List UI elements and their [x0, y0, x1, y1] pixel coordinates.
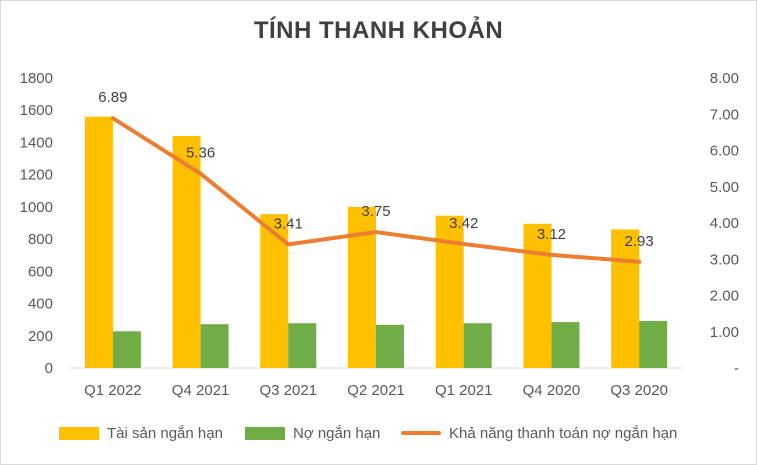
right-axis-tick-label: 3.00 — [710, 251, 739, 268]
line-data-label: 6.89 — [98, 89, 127, 106]
left-axis-tick-label: 0 — [45, 360, 53, 377]
category-label: Q3 2020 — [610, 382, 668, 399]
bar-no-ngan-han — [288, 323, 316, 368]
legend-label: Khả năng thanh toán nợ ngắn hạn — [449, 425, 677, 442]
bar-tai-san-ngan-han — [611, 229, 639, 368]
right-axis-tick-label: 7.00 — [710, 106, 739, 123]
category-label: Q3 2021 — [260, 382, 318, 399]
category-label: Q4 2021 — [172, 382, 230, 399]
bar-tai-san-ngan-han — [436, 216, 464, 368]
left-axis-tick-label: 600 — [28, 263, 53, 280]
right-axis-tick-label: 2.00 — [710, 288, 739, 305]
bar-tai-san-ngan-han — [85, 117, 113, 368]
right-axis-tick-label: 6.00 — [710, 143, 739, 160]
line-data-label: 3.75 — [361, 203, 390, 220]
line-data-label: 3.41 — [274, 215, 303, 232]
bar-no-ngan-han — [464, 323, 492, 368]
left-axis-tick-label: 1600 — [20, 102, 53, 119]
bar-no-ngan-han — [551, 322, 579, 368]
right-axis-tick-label: 1.00 — [710, 324, 739, 341]
bar-tai-san-ngan-han — [523, 224, 551, 368]
legend-item: Nợ ngắn hạn — [245, 421, 380, 445]
legend-label: Tài sản ngắn hạn — [107, 425, 223, 442]
right-axis-tick-label: 4.00 — [710, 215, 739, 232]
bar-no-ngan-han — [376, 325, 404, 368]
line-data-label: 5.36 — [186, 145, 215, 162]
left-axis-tick-label: 1400 — [20, 134, 53, 151]
line-data-label: 2.93 — [625, 233, 654, 250]
category-label: Q1 2022 — [84, 382, 142, 399]
legend-swatch — [59, 427, 99, 440]
legend-label: Nợ ngắn hạn — [293, 425, 380, 442]
left-axis-tick-label: 400 — [28, 296, 53, 313]
bar-tai-san-ngan-han — [260, 214, 288, 368]
legend-item: Khả năng thanh toán nợ ngắn hạn — [401, 421, 677, 445]
left-axis-tick-label: 1200 — [20, 167, 53, 184]
line-data-label: 3.12 — [537, 226, 566, 243]
bar-no-ngan-han — [113, 331, 141, 368]
legend-swatch — [245, 427, 285, 440]
legend-item: Tài sản ngắn hạn — [59, 421, 223, 445]
left-axis-tick-label: 200 — [28, 328, 53, 345]
bar-no-ngan-han — [639, 321, 667, 368]
bar-no-ngan-han — [201, 324, 229, 368]
category-label: Q4 2020 — [523, 382, 581, 399]
line-data-label: 3.42 — [449, 215, 478, 232]
left-axis-tick-label: 1000 — [20, 199, 53, 216]
left-axis-tick-label: 800 — [28, 231, 53, 248]
category-label: Q2 2021 — [347, 382, 405, 399]
right-axis-tick-label: 8.00 — [710, 70, 739, 87]
legend-line-swatch — [401, 431, 441, 435]
right-axis-tick-label: - — [734, 360, 739, 377]
right-axis-tick-label: 5.00 — [710, 179, 739, 196]
category-label: Q1 2021 — [435, 382, 493, 399]
left-axis-tick-label: 1800 — [20, 70, 53, 87]
